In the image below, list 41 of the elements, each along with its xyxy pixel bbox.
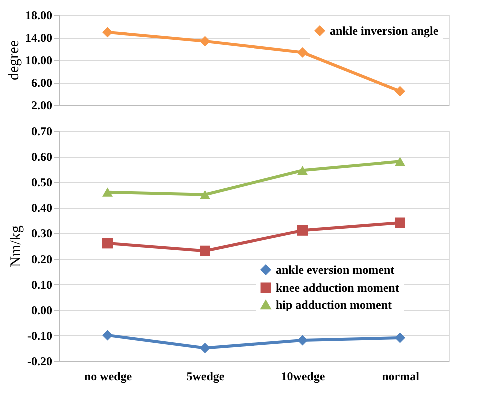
y-tick-label: -0.10 xyxy=(28,328,52,343)
y-tick-label: 6.00 xyxy=(32,76,52,90)
y-tick-label: 0.40 xyxy=(32,201,52,216)
x-tick-label: 10wedge xyxy=(281,370,326,384)
y-tick-label: 10.00 xyxy=(26,54,52,68)
point xyxy=(102,188,113,197)
point xyxy=(395,332,406,344)
point xyxy=(395,86,406,97)
point xyxy=(200,36,210,47)
y-tick-label: 0.10 xyxy=(32,278,52,292)
point xyxy=(298,335,308,346)
point xyxy=(102,330,113,341)
y-tick-label: 0.00 xyxy=(32,303,52,318)
x-tick-label: 5wedge xyxy=(186,370,226,384)
y-axis-title: Nm/kg xyxy=(8,225,25,268)
point xyxy=(298,166,308,176)
point xyxy=(102,238,113,249)
point xyxy=(200,342,210,354)
y-tick-label: 18.00 xyxy=(26,8,52,22)
point xyxy=(200,246,210,256)
x-tick-label: no wedge xyxy=(84,370,133,384)
point xyxy=(200,190,210,200)
y-tick-label: 0.50 xyxy=(32,176,52,190)
point xyxy=(298,225,308,236)
y-tick-label: 0.30 xyxy=(32,226,52,241)
y-tick-label: 2.00 xyxy=(32,98,52,112)
y-tick-label: 0.60 xyxy=(32,150,52,164)
y-tick-label: 14.00 xyxy=(26,31,52,45)
point xyxy=(298,47,308,58)
y-axis-title: degree xyxy=(6,40,22,80)
point xyxy=(395,157,406,166)
legend-label: ankle inversion angle xyxy=(330,24,440,38)
y-tick-label: -0.20 xyxy=(28,354,52,368)
y-tick-label: 0.70 xyxy=(32,124,52,138)
point xyxy=(395,218,406,228)
y-tick-label: 0.20 xyxy=(32,252,52,266)
point xyxy=(102,27,113,38)
legend-label: knee adduction moment xyxy=(276,281,400,295)
legend-label: hip adduction moment xyxy=(276,298,392,312)
legend-label: ankle eversion moment xyxy=(276,263,395,277)
x-tick-label: normal xyxy=(382,370,420,384)
